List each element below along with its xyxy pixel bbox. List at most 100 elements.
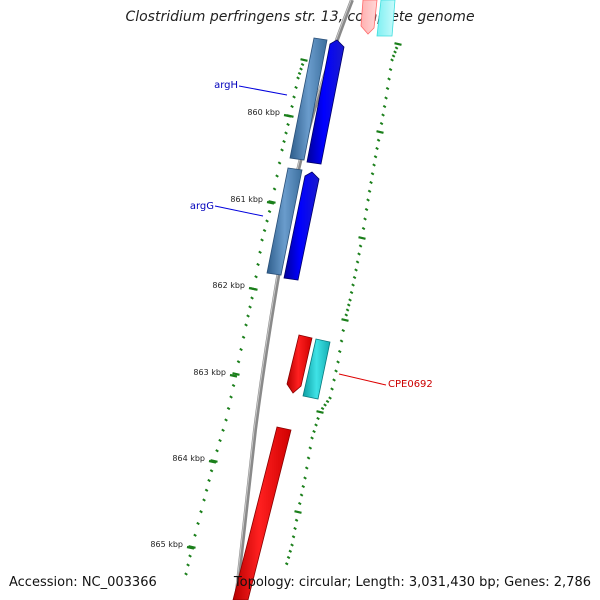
minor-tick xyxy=(294,518,299,522)
minor-tick xyxy=(209,469,214,473)
minor-tick xyxy=(375,146,379,151)
minor-tick xyxy=(351,283,355,287)
minor-tick xyxy=(277,161,282,165)
minor-tick xyxy=(337,349,342,354)
minor-tick xyxy=(204,488,209,492)
minor-tick xyxy=(354,268,358,272)
cpe0692-gene xyxy=(302,338,331,400)
minor-tick xyxy=(265,219,269,223)
tick-label: 861 kbp xyxy=(230,195,263,204)
major-tick xyxy=(358,236,366,240)
minor-tick xyxy=(364,207,369,212)
minor-tick xyxy=(250,296,254,300)
minor-tick xyxy=(381,113,385,117)
minor-tick xyxy=(301,484,306,489)
minor-tick xyxy=(236,360,241,364)
minor-tick xyxy=(334,369,338,373)
minor-tick xyxy=(291,535,296,539)
minor-tick xyxy=(290,543,294,547)
minor-tick xyxy=(248,305,252,309)
major-tick xyxy=(316,410,324,414)
minor-tick xyxy=(286,555,291,560)
minor-tick xyxy=(390,58,394,62)
minor-tick xyxy=(196,521,200,526)
minor-tick xyxy=(282,139,286,144)
minor-tick xyxy=(246,314,250,318)
argH-gene xyxy=(289,37,328,161)
minor-tick xyxy=(369,180,373,185)
minor-tick xyxy=(379,121,384,126)
accession-text: Accession: NC_003366 xyxy=(9,575,157,590)
minor-tick xyxy=(393,50,397,54)
minor-tick xyxy=(323,403,327,407)
minor-tick xyxy=(316,416,320,421)
minor-tick xyxy=(370,172,375,176)
minor-tick xyxy=(328,396,332,400)
labeled-major-tick xyxy=(186,545,195,550)
major-tick xyxy=(376,130,384,134)
minor-tick xyxy=(293,526,297,531)
minor-tick xyxy=(239,347,243,352)
minor-tick xyxy=(299,67,303,71)
minor-tick xyxy=(286,122,290,127)
minor-tick xyxy=(361,226,366,231)
minor-tick xyxy=(303,476,307,480)
minor-tick xyxy=(297,501,302,506)
minor-tick xyxy=(231,383,236,388)
argG-leader-line xyxy=(214,205,264,217)
minor-tick xyxy=(199,510,203,514)
minor-tick xyxy=(388,67,393,72)
argG-cds xyxy=(283,171,320,281)
minor-tick xyxy=(284,562,289,566)
minor-tick xyxy=(188,554,192,558)
minor-tick xyxy=(202,498,206,502)
minor-tick xyxy=(288,549,293,553)
minor-tick xyxy=(193,533,197,537)
minor-tick xyxy=(275,174,279,178)
major-tick xyxy=(300,58,308,62)
minor-tick xyxy=(299,493,304,497)
labeled-major-tick xyxy=(248,286,257,291)
minor-tick xyxy=(346,303,351,307)
minor-tick xyxy=(330,387,334,391)
argG-gene xyxy=(266,167,303,276)
minor-tick xyxy=(294,85,298,90)
minor-tick xyxy=(229,395,233,399)
minor-tick xyxy=(373,155,378,159)
minor-tick xyxy=(385,86,390,91)
minor-tick xyxy=(224,418,228,422)
minor-tick xyxy=(348,298,352,302)
cpe0692-leader-line xyxy=(338,373,387,386)
minor-tick xyxy=(284,131,288,135)
minor-tick xyxy=(244,323,248,327)
major-tick xyxy=(394,42,402,46)
minor-tick xyxy=(325,399,330,404)
labeled-major-tick xyxy=(266,200,275,205)
tick-label: 865 kbp xyxy=(150,540,183,549)
minor-tick xyxy=(221,428,225,432)
forward-cds-partial-top xyxy=(360,0,378,35)
argG-label: argG xyxy=(190,201,214,212)
minor-tick xyxy=(207,478,211,483)
tick-label: 862 kbp xyxy=(212,281,245,290)
minor-tick xyxy=(336,360,340,364)
minor-tick xyxy=(292,95,296,99)
minor-tick xyxy=(186,563,190,567)
minor-tick xyxy=(184,572,188,576)
minor-tick xyxy=(355,260,360,264)
minor-tick xyxy=(367,189,372,193)
major-tick xyxy=(341,318,349,322)
minor-tick xyxy=(366,198,370,202)
labeled-major-tick xyxy=(208,459,217,464)
minor-tick xyxy=(391,54,396,58)
topology-summary: Topology: circular; Length: 3,031,430 bp… xyxy=(233,575,591,590)
minor-tick xyxy=(352,275,357,280)
minor-tick xyxy=(262,228,267,233)
minor-tick xyxy=(297,71,302,76)
minor-tick xyxy=(363,217,367,221)
major-tick xyxy=(294,510,302,514)
minor-tick xyxy=(312,429,316,434)
minor-tick xyxy=(314,423,318,427)
minor-tick xyxy=(345,308,350,312)
